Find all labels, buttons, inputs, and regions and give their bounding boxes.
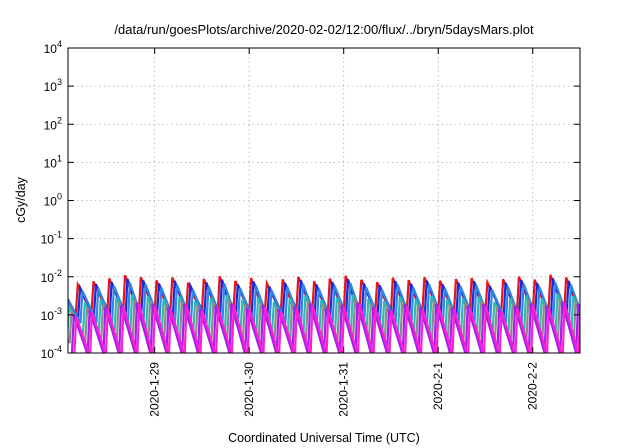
y-axis-label: cGy/day [14, 176, 28, 223]
y-tick-label: 10-2 [41, 268, 62, 285]
y-tick-label: 100 [44, 192, 62, 209]
x-tick-label: 2020-1-30 [242, 362, 256, 417]
y-tick-label: 104 [44, 39, 62, 56]
y-tick-label: 10-3 [41, 306, 62, 323]
x-tick-label: 2020-1-29 [148, 362, 162, 417]
series-lines [68, 274, 580, 353]
y-tick-label: 10-1 [41, 230, 62, 247]
y-axis-ticks: 10-4 10-3 10-2 10-1 100 101 102 103 104 [41, 39, 580, 361]
series-line-5 [70, 301, 580, 353]
x-tick-label: 2020-1-31 [337, 362, 351, 417]
x-tick-label: 2020-2-1 [431, 362, 445, 410]
series-line-6 [73, 303, 580, 353]
y-tick-label: 101 [44, 153, 62, 170]
y-tick-label: 10-4 [41, 344, 62, 361]
x-tick-label: 2020-2-2 [526, 362, 540, 410]
x-axis-ticks: 2020-1-29 2020-1-30 2020-1-31 2020-2-1 2020-… [148, 48, 540, 417]
y-tick-label: 103 [44, 77, 62, 94]
x-axis-label: Coordinated Universal Time (UTC) [228, 431, 420, 445]
y-tick-label: 102 [44, 115, 62, 132]
gridlines [68, 48, 580, 353]
series-line-2 [68, 281, 580, 324]
chart-title: /data/run/goesPlots/archive/2020-02-02/1… [114, 22, 534, 37]
